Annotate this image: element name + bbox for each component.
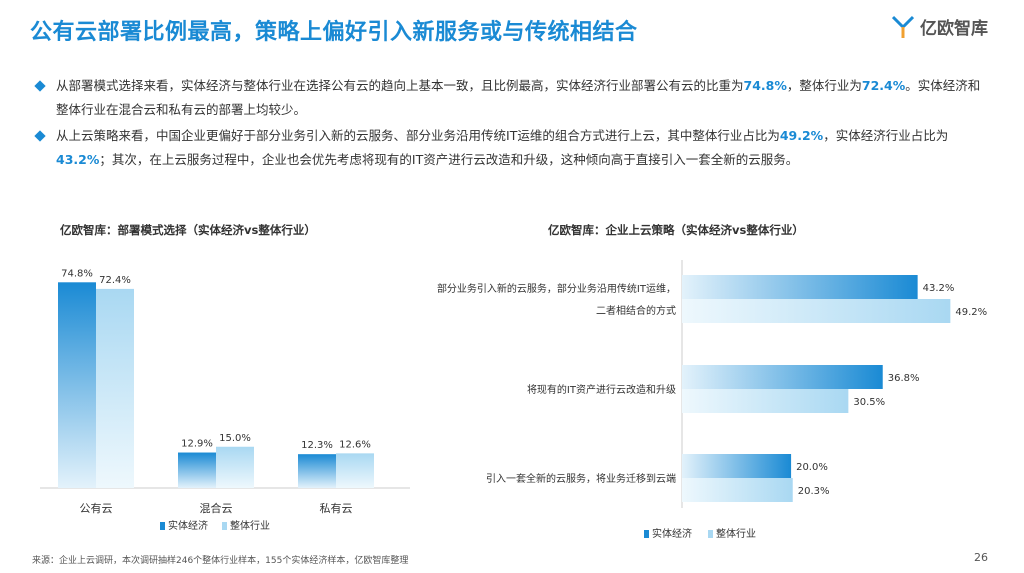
category-label: 将现有的IT资产进行云改造和升级 (527, 383, 676, 396)
highlight-value: 43.2% (56, 152, 100, 167)
bullet-text: 。实体经济和整体行业在混合云和私有云的部署上均较少。 (56, 78, 981, 117)
bar-zhengti (96, 288, 134, 488)
legend-swatch-shiti (644, 530, 649, 538)
diamond-bullet-icon (34, 130, 46, 142)
bar-value-label: 74.8% (61, 268, 93, 279)
chart2-cloud-strategy: 43.2% 49.2% 部分业务引入新的云服务，部分业务沿用传统IT运维， 二者相结合… (437, 260, 987, 540)
bullet-text: ；其次，在上云服务过程中，企业也会优先考虑将现有的IT资产进行云改造和升级，这种… (99, 152, 799, 167)
page-title: 公有云部署比例最高，策略上偏好引入新服务或与传统相结合 (30, 20, 638, 45)
bar-value-label: 49.2% (955, 307, 987, 318)
bar-shiti (58, 282, 96, 488)
bar-value-label: 15.0% (219, 433, 251, 444)
category-label: 公有云 (80, 501, 113, 515)
bar-value-label: 20.0% (796, 462, 828, 473)
bar-value-label: 12.9% (181, 439, 213, 450)
bar-value-label: 43.2% (923, 283, 955, 294)
category-label: 二者相结合的方式 (596, 304, 676, 317)
bar-shiti (178, 452, 216, 488)
bar-value-label: 12.6% (339, 439, 371, 450)
legend-label: 整体行业 (716, 527, 756, 540)
chart2-title: 亿欧智库：企业上云策略（实体经济vs整体行业） (548, 223, 804, 237)
legend-label: 实体经济 (652, 527, 692, 540)
bullet-text: ，整体行业为 (786, 78, 862, 93)
bullet-text: 从上云策略来看，中国企业更偏好于部分业务引入新的云服务、部分业务沿用传统IT运维… (56, 128, 780, 143)
bar-shiti (682, 365, 883, 389)
bar-zhengti (682, 389, 849, 413)
highlight-value: 72.4% (861, 78, 906, 93)
bar-zhengti (682, 299, 951, 323)
legend-label: 整体行业 (230, 519, 270, 532)
bar-value-label: 36.8% (888, 373, 920, 384)
logo: 亿欧智库 (892, 14, 988, 39)
bullet-text: ，实体经济行业占比为 (823, 128, 949, 143)
diamond-bullet-icon (34, 80, 46, 92)
legend-swatch-shiti (160, 522, 165, 530)
category-label: 引入一套全新的云服务，将业务迁移到云端 (486, 472, 676, 485)
bar-shiti (682, 454, 792, 478)
bullet-item: 从部署模式选择来看，实体经济与整体行业在选择公有云的趋向上基本一致，且比例最高，… (32, 74, 992, 122)
legend-swatch-zhengti (222, 522, 227, 530)
legend-swatch-zhengti (708, 530, 713, 538)
bar-zhengti (216, 446, 254, 488)
legend-label: 实体经济 (168, 519, 208, 532)
category-label: 部分业务引入新的云服务，部分业务沿用传统IT运维， (437, 282, 676, 295)
bar-zhengti (682, 478, 793, 502)
bar-value-label: 30.5% (853, 397, 885, 408)
page-number: 26 (974, 551, 988, 564)
chart1-deployment-mode: 74.8% 72.4% 公有云 12.9% 15.0% 混合云 12.3% 12.6% 私有云实… (40, 268, 410, 532)
bar-value-label: 20.3% (798, 486, 830, 497)
chart1-title: 亿欧智库：部署模式选择（实体经济vs整体行业） (60, 223, 316, 237)
category-label: 混合云 (200, 501, 233, 515)
highlight-value: 74.8% (743, 78, 787, 93)
logo-text: 亿欧智库 (920, 19, 988, 39)
logo-icon (892, 15, 914, 38)
bar-value-label: 72.4% (99, 275, 131, 286)
highlight-value: 49.2% (779, 128, 824, 143)
bullet-item: 从上云策略来看，中国企业更偏好于部分业务引入新的云服务、部分业务沿用传统IT运维… (32, 124, 992, 172)
bar-value-label: 12.3% (301, 440, 333, 451)
bullet-list: 从部署模式选择来看，实体经济与整体行业在选择公有云的趋向上基本一致，且比例最高，… (32, 74, 992, 174)
bar-shiti (298, 454, 336, 488)
source-note: 来源：企业上云调研，本次调研抽样246个整体行业样本，155个实体经济样本，亿欧… (32, 556, 409, 566)
bar-zhengti (336, 453, 374, 488)
bullet-text: 从部署模式选择来看，实体经济与整体行业在选择公有云的趋向上基本一致，且比例最高，… (56, 78, 744, 93)
bar-shiti (682, 275, 918, 299)
category-label: 私有云 (320, 501, 353, 515)
